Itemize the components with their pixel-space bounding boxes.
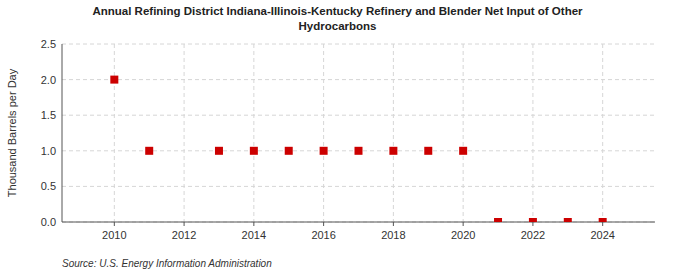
y-axis-label: Thousand Barrels per Day xyxy=(6,68,18,197)
x-tick-label: 2022 xyxy=(521,229,545,241)
x-tick xyxy=(463,222,464,226)
x-tick xyxy=(602,222,603,226)
grid-line xyxy=(62,186,655,187)
point xyxy=(285,147,293,155)
point xyxy=(494,218,502,222)
grid-line xyxy=(393,44,394,222)
grid-line xyxy=(532,44,533,222)
x-tick-label: 2016 xyxy=(311,229,335,241)
y-tick-label: 0.0 xyxy=(41,216,56,228)
x-tick-label: 2010 xyxy=(102,229,126,241)
x-tick xyxy=(253,222,254,226)
point xyxy=(250,147,258,155)
point xyxy=(564,218,572,222)
point xyxy=(424,147,432,155)
source-note: Source: U.S. Energy Information Administ… xyxy=(62,258,272,269)
y-tick-label: 1.0 xyxy=(41,145,56,157)
point xyxy=(355,147,363,155)
x-tick-label: 2018 xyxy=(381,229,405,241)
y-axis-line xyxy=(62,44,63,222)
point xyxy=(459,147,467,155)
points xyxy=(110,76,606,222)
point xyxy=(320,147,328,155)
grid-line xyxy=(62,115,655,116)
point xyxy=(599,218,607,222)
x-tick-label: 2012 xyxy=(172,229,196,241)
point xyxy=(529,218,537,222)
x-tick xyxy=(393,222,394,226)
x-tick xyxy=(532,222,533,226)
grid-line xyxy=(184,44,185,222)
grid-line xyxy=(602,44,603,222)
grid xyxy=(62,44,655,222)
y-tick-label: 2.0 xyxy=(41,74,56,86)
point xyxy=(145,147,153,155)
y-tick-label: 0.5 xyxy=(41,180,56,192)
y-tick-label: 2.5 xyxy=(41,38,56,50)
x-tick xyxy=(114,222,115,226)
point xyxy=(215,147,223,155)
x-tick-label: 2020 xyxy=(451,229,475,241)
grid-line xyxy=(463,44,464,222)
grid-line xyxy=(253,44,254,222)
y-axis: 0.0 0.5 1.0 1.5 2.0 2.5 xyxy=(41,38,62,228)
grid-line xyxy=(62,79,655,80)
title: Annual Refining District Indiana-Illinoi… xyxy=(92,5,583,32)
x-axis: 2010 2012 2014 2016 2018 2020 2022 2024 xyxy=(62,222,655,241)
point xyxy=(389,147,397,155)
x-tick xyxy=(184,222,185,226)
y-tick-label: 1.5 xyxy=(41,109,56,121)
x-tick-label: 2014 xyxy=(242,229,266,241)
chart: Annual Refining District Indiana-Illinoi… xyxy=(0,0,675,275)
point xyxy=(110,76,118,84)
grid-line xyxy=(62,44,655,45)
grid-line xyxy=(114,44,115,222)
x-tick-label: 2024 xyxy=(590,229,614,241)
grid-line xyxy=(323,44,324,222)
x-tick xyxy=(323,222,324,226)
